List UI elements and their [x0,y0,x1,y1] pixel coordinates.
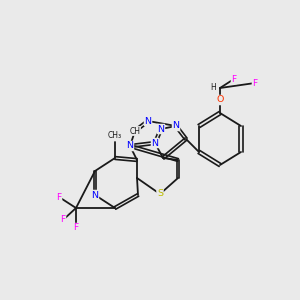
Text: N: N [92,190,98,200]
Text: F: F [60,215,66,224]
Text: CH₃: CH₃ [108,131,122,140]
Text: N: N [145,116,152,125]
Text: F: F [56,193,61,202]
Text: F: F [252,79,258,88]
Text: S: S [157,190,163,199]
Text: O: O [216,95,224,104]
Text: N: N [158,124,164,134]
Text: H: H [210,83,216,92]
Text: N: N [152,139,158,148]
Text: N: N [127,142,134,151]
Text: CH: CH [130,127,140,136]
Text: N: N [172,122,179,130]
Text: F: F [231,74,237,83]
Text: F: F [74,224,79,232]
